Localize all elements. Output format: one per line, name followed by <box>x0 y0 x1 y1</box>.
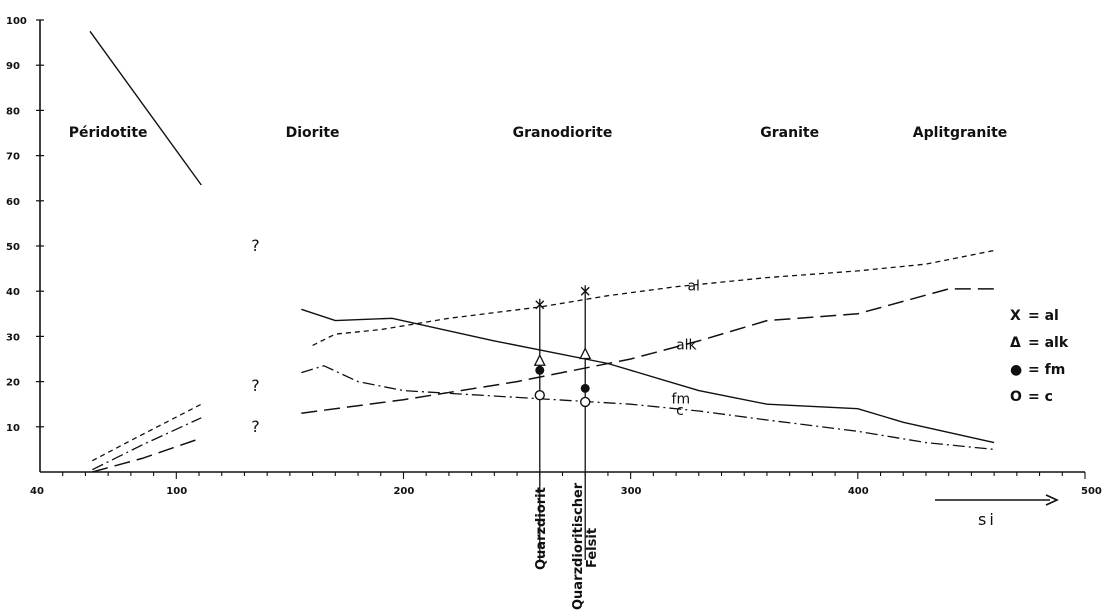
x-tick-label: 100 <box>166 486 187 497</box>
y-tick-label: 90 <box>6 61 20 72</box>
sample-marker-fm <box>580 383 590 393</box>
y-tick-label: 50 <box>6 242 20 253</box>
axes: 10 20 30 40 50 60 70 80 90 100 40 100 200 300 400 500 <box>6 16 1102 497</box>
question-mark: ? <box>251 417 259 436</box>
x-axis-label: si <box>978 510 997 529</box>
x-tick-label: 400 <box>848 486 869 497</box>
sample-marker-fm <box>535 365 545 375</box>
si-arrow-head <box>1045 494 1059 506</box>
sample-marker-c <box>580 396 591 408</box>
legend-marker: ● <box>1010 362 1022 378</box>
x-tick-label: 300 <box>621 486 642 497</box>
rock-type-label: Péridotite <box>69 125 148 141</box>
peridotite-line-c <box>92 417 202 471</box>
y-tick-label: 70 <box>6 152 20 163</box>
sample-label: Felsit <box>585 528 600 568</box>
series-line-fm <box>301 308 995 444</box>
legend-label: = fm <box>1028 362 1065 378</box>
sample-label: Quarzdioritischer <box>571 482 586 610</box>
sample-label: Quarzdiorit <box>534 487 549 570</box>
curve-label-c: c <box>676 403 684 419</box>
rock-type-label: Granodiorite <box>513 125 613 141</box>
rock-type-label: Diorite <box>286 125 340 141</box>
legend-marker: O <box>1010 389 1022 405</box>
peridotite-line-al <box>91 403 202 462</box>
sample-marker-al <box>580 286 590 296</box>
sample-marker-alk <box>579 347 592 360</box>
peridotite-line-fm <box>89 30 202 186</box>
series-line-c <box>301 365 995 451</box>
peridotite-line-alk <box>92 437 202 473</box>
y-tick-label: 40 <box>6 287 20 298</box>
label-layer: Péridotite Diorite Granodiorite Granite Apli… <box>69 125 1008 436</box>
x-tick-label: 500 <box>1081 486 1102 497</box>
series-layer <box>89 30 995 473</box>
legend-label: = c <box>1028 389 1053 405</box>
x-axis-title: si <box>935 494 1059 529</box>
sample-marker-al <box>535 300 545 310</box>
legend-label: = alk <box>1028 335 1069 351</box>
question-mark: ? <box>251 376 259 395</box>
series-line-al <box>312 249 995 346</box>
y-tick-label: 80 <box>6 106 20 117</box>
sample-layer: Quarzdiorit Quarzdioritischer Felsit <box>533 285 600 610</box>
y-tick-label: 30 <box>6 332 20 343</box>
y-tick-label: 20 <box>6 378 20 389</box>
x-tick-label: 40 <box>30 486 44 497</box>
curve-label-alk: alk <box>676 337 697 353</box>
y-tick-label: 10 <box>6 423 20 434</box>
y-tick-label: 60 <box>6 197 20 208</box>
legend-label: = al <box>1028 308 1059 324</box>
curve-label-fm: fm <box>672 392 691 408</box>
legend: X = al Δ = alk ● = fm O = c <box>1010 308 1069 405</box>
rock-type-label: Granite <box>760 125 819 141</box>
legend-marker: X <box>1010 308 1021 324</box>
series-line-alk <box>301 288 995 414</box>
question-mark: ? <box>251 236 259 255</box>
legend-marker: Δ <box>1010 335 1021 351</box>
y-tick-label: 100 <box>6 16 27 27</box>
sample-marker-c <box>534 389 545 401</box>
x-tick-label: 200 <box>393 486 414 497</box>
sample-marker-alk <box>533 353 546 366</box>
curve-label-al: al <box>687 279 699 295</box>
rock-type-label: Aplitgranite <box>913 125 1007 141</box>
